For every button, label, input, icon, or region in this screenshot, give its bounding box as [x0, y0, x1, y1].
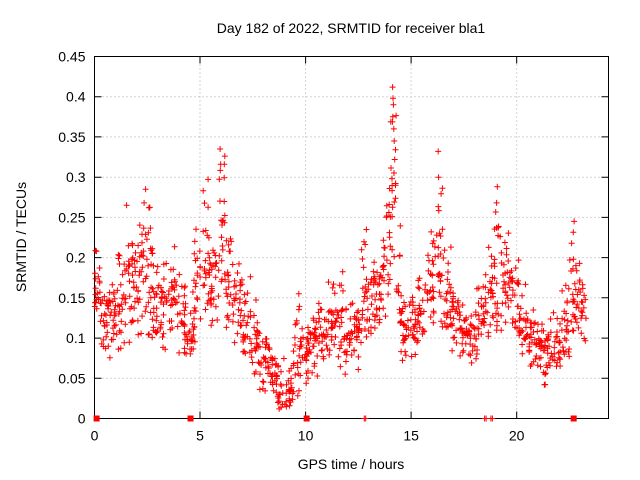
y-tick-label: 0.1 [66, 330, 86, 346]
y-tick-label: 0.4 [66, 89, 86, 105]
y-tick-label: 0.05 [58, 370, 85, 386]
x-tick-label: 5 [196, 428, 204, 444]
x-tick-label: 15 [403, 428, 419, 444]
x-tick-label: 20 [509, 428, 525, 444]
data-points [91, 84, 589, 422]
x-tick-label: 10 [298, 428, 314, 444]
y-tick-label: 0.2 [66, 250, 86, 266]
axis-square-marker [187, 415, 194, 422]
axis-square-marker [93, 415, 100, 422]
y-tick-label: 0.25 [58, 209, 85, 225]
x-axis-label: GPS time / hours [297, 456, 405, 472]
y-tick-label: 0 [78, 411, 86, 427]
axis-square-marker [570, 415, 577, 422]
y-tick-label: 0.35 [58, 129, 85, 145]
y-tick-label: 0.45 [58, 49, 85, 65]
x-tick-label: 0 [91, 428, 99, 444]
plot-border [94, 56, 609, 419]
y-tick-label: 0.3 [66, 169, 86, 185]
axis-square-marker [303, 415, 310, 422]
y-tick-label: 0.15 [58, 290, 85, 306]
chart-title: Day 182 of 2022, SRMTID for receiver bla… [216, 20, 486, 36]
